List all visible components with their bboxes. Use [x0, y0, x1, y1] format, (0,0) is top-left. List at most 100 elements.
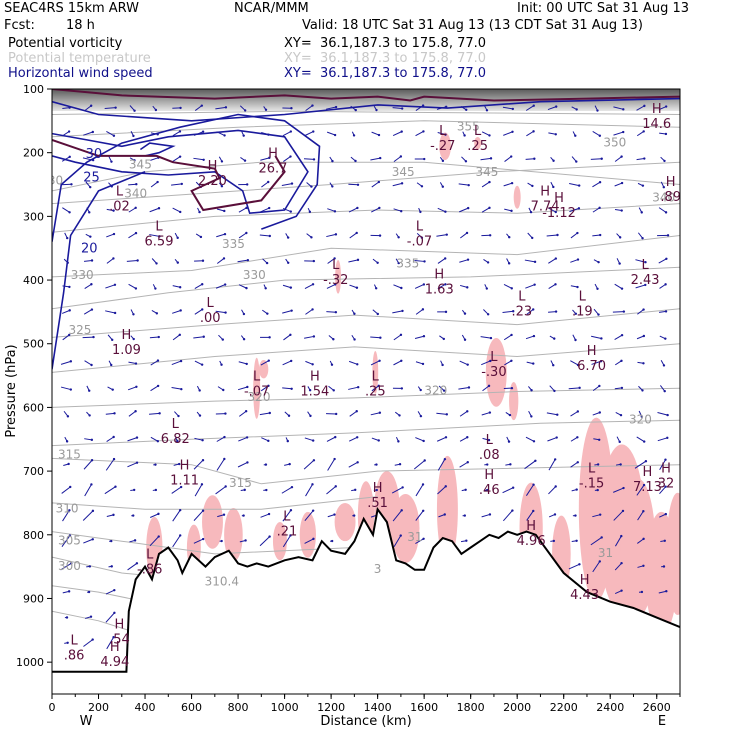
wind-vector-head — [441, 363, 444, 367]
theta-contour — [52, 419, 680, 447]
wind-vector — [637, 309, 644, 315]
wind-vector — [282, 535, 291, 548]
theta-contour — [52, 235, 680, 278]
wind-vector — [283, 156, 291, 162]
wind-vector — [127, 462, 138, 468]
plot-frame — [51, 88, 681, 695]
wind-vector-head — [553, 458, 557, 461]
wind-vector-head — [334, 283, 337, 286]
wind-vector-head — [224, 106, 228, 109]
wind-vector — [634, 460, 647, 469]
wind-vector — [171, 386, 182, 390]
wind-vector-head — [377, 384, 380, 388]
x-tick-label: 600 — [181, 701, 202, 714]
wind-vector — [304, 437, 314, 442]
wind-vector-head — [379, 156, 382, 160]
wind-vector-head — [242, 337, 246, 341]
wind-vector-head — [486, 261, 490, 264]
wind-vector-head — [356, 436, 359, 439]
wind-vector-head — [400, 286, 403, 290]
wind-vector-head — [465, 108, 468, 111]
wind-vector-head — [135, 461, 139, 464]
wind-vector — [62, 510, 70, 522]
extremum-letter: H — [484, 468, 494, 483]
wind-vector-head — [89, 104, 93, 107]
extremum-value: 1.11 — [170, 473, 199, 488]
wind-vector-head — [552, 159, 555, 162]
wind-vector — [326, 233, 337, 238]
wind-vector — [436, 234, 447, 237]
wind-vector-head — [113, 283, 117, 286]
wind-vector-head — [289, 286, 293, 289]
wind-vector — [326, 311, 336, 313]
wind-vector-head — [531, 184, 534, 188]
wind-vector-head — [90, 438, 94, 442]
extremum-value: 4.43 — [570, 588, 599, 603]
wind-vector-head — [622, 486, 625, 490]
wind-vector — [83, 459, 93, 470]
theta-contour-label: 3 — [374, 562, 382, 576]
wind-vector-head — [552, 539, 556, 543]
wind-vector-head — [664, 105, 668, 108]
wind-vector-head — [378, 411, 382, 414]
wind-vector-head — [267, 512, 271, 516]
wind-vector-head — [444, 436, 448, 439]
x-tick-label: 2600 — [643, 701, 671, 714]
wind-vector — [326, 436, 336, 442]
wind-vector — [637, 538, 644, 544]
y-tick-label: 500 — [23, 338, 44, 351]
wind-vector-head — [442, 389, 446, 392]
wind-vector-head — [220, 160, 224, 163]
fcst-label: Fcst: — [4, 18, 35, 33]
wind-vector — [459, 207, 469, 213]
extremum-value: -.32 — [323, 273, 348, 288]
wind-vector — [436, 412, 447, 415]
wind-vector — [459, 259, 469, 263]
wind-vector — [437, 486, 447, 495]
extremum-value: 6.70 — [577, 359, 606, 374]
wind-vector-head — [311, 308, 314, 311]
wind-vector — [458, 183, 469, 186]
wind-vector-head — [156, 359, 160, 362]
wind-vector-head — [485, 109, 489, 112]
extremum-letter: H — [580, 573, 590, 588]
wind-vector — [216, 208, 225, 212]
wind-vector-head — [555, 436, 558, 439]
extremum-letter: H — [540, 185, 550, 200]
wind-vector-head — [177, 462, 181, 466]
wind-vector-head — [532, 362, 535, 365]
wind-vector-head — [598, 134, 602, 137]
wind-vector-head — [311, 483, 314, 486]
y-tick-label: 200 — [23, 147, 44, 160]
wind-vector-head — [532, 130, 535, 133]
wind-vector-head — [264, 287, 267, 290]
wind-vector-head — [178, 155, 182, 158]
wind-vector-head — [333, 457, 336, 461]
theta-contour-label: 320 — [424, 384, 447, 398]
wind-vector-head — [245, 286, 248, 290]
wind-vector — [503, 284, 512, 289]
wind-vector-head — [132, 488, 136, 492]
wind-vector — [591, 335, 602, 339]
wind-vector-head — [242, 134, 245, 137]
stratosphere-shading — [52, 89, 680, 111]
wind-vector-head — [441, 185, 445, 188]
wind-vector-head — [355, 410, 358, 413]
wind-vector-head — [489, 157, 493, 160]
extremum-value: 1.09 — [112, 343, 141, 358]
wind-vector-head — [620, 333, 624, 337]
wind-vector-head — [600, 536, 603, 539]
wind-vector-head — [132, 313, 135, 316]
wind-vector-head — [289, 155, 292, 158]
wind-vector — [591, 360, 602, 365]
wind-vector — [613, 487, 624, 493]
wind-vector-head — [132, 514, 135, 517]
wind-vector-head — [201, 283, 204, 286]
wind-vector-head — [532, 104, 535, 107]
wind-vector-head — [421, 308, 425, 311]
wind-vector-head — [397, 440, 400, 443]
wind-vector — [481, 412, 490, 416]
wind-vector-head — [112, 209, 115, 212]
wind-vector — [83, 538, 93, 544]
wind-vector-head — [642, 362, 645, 365]
